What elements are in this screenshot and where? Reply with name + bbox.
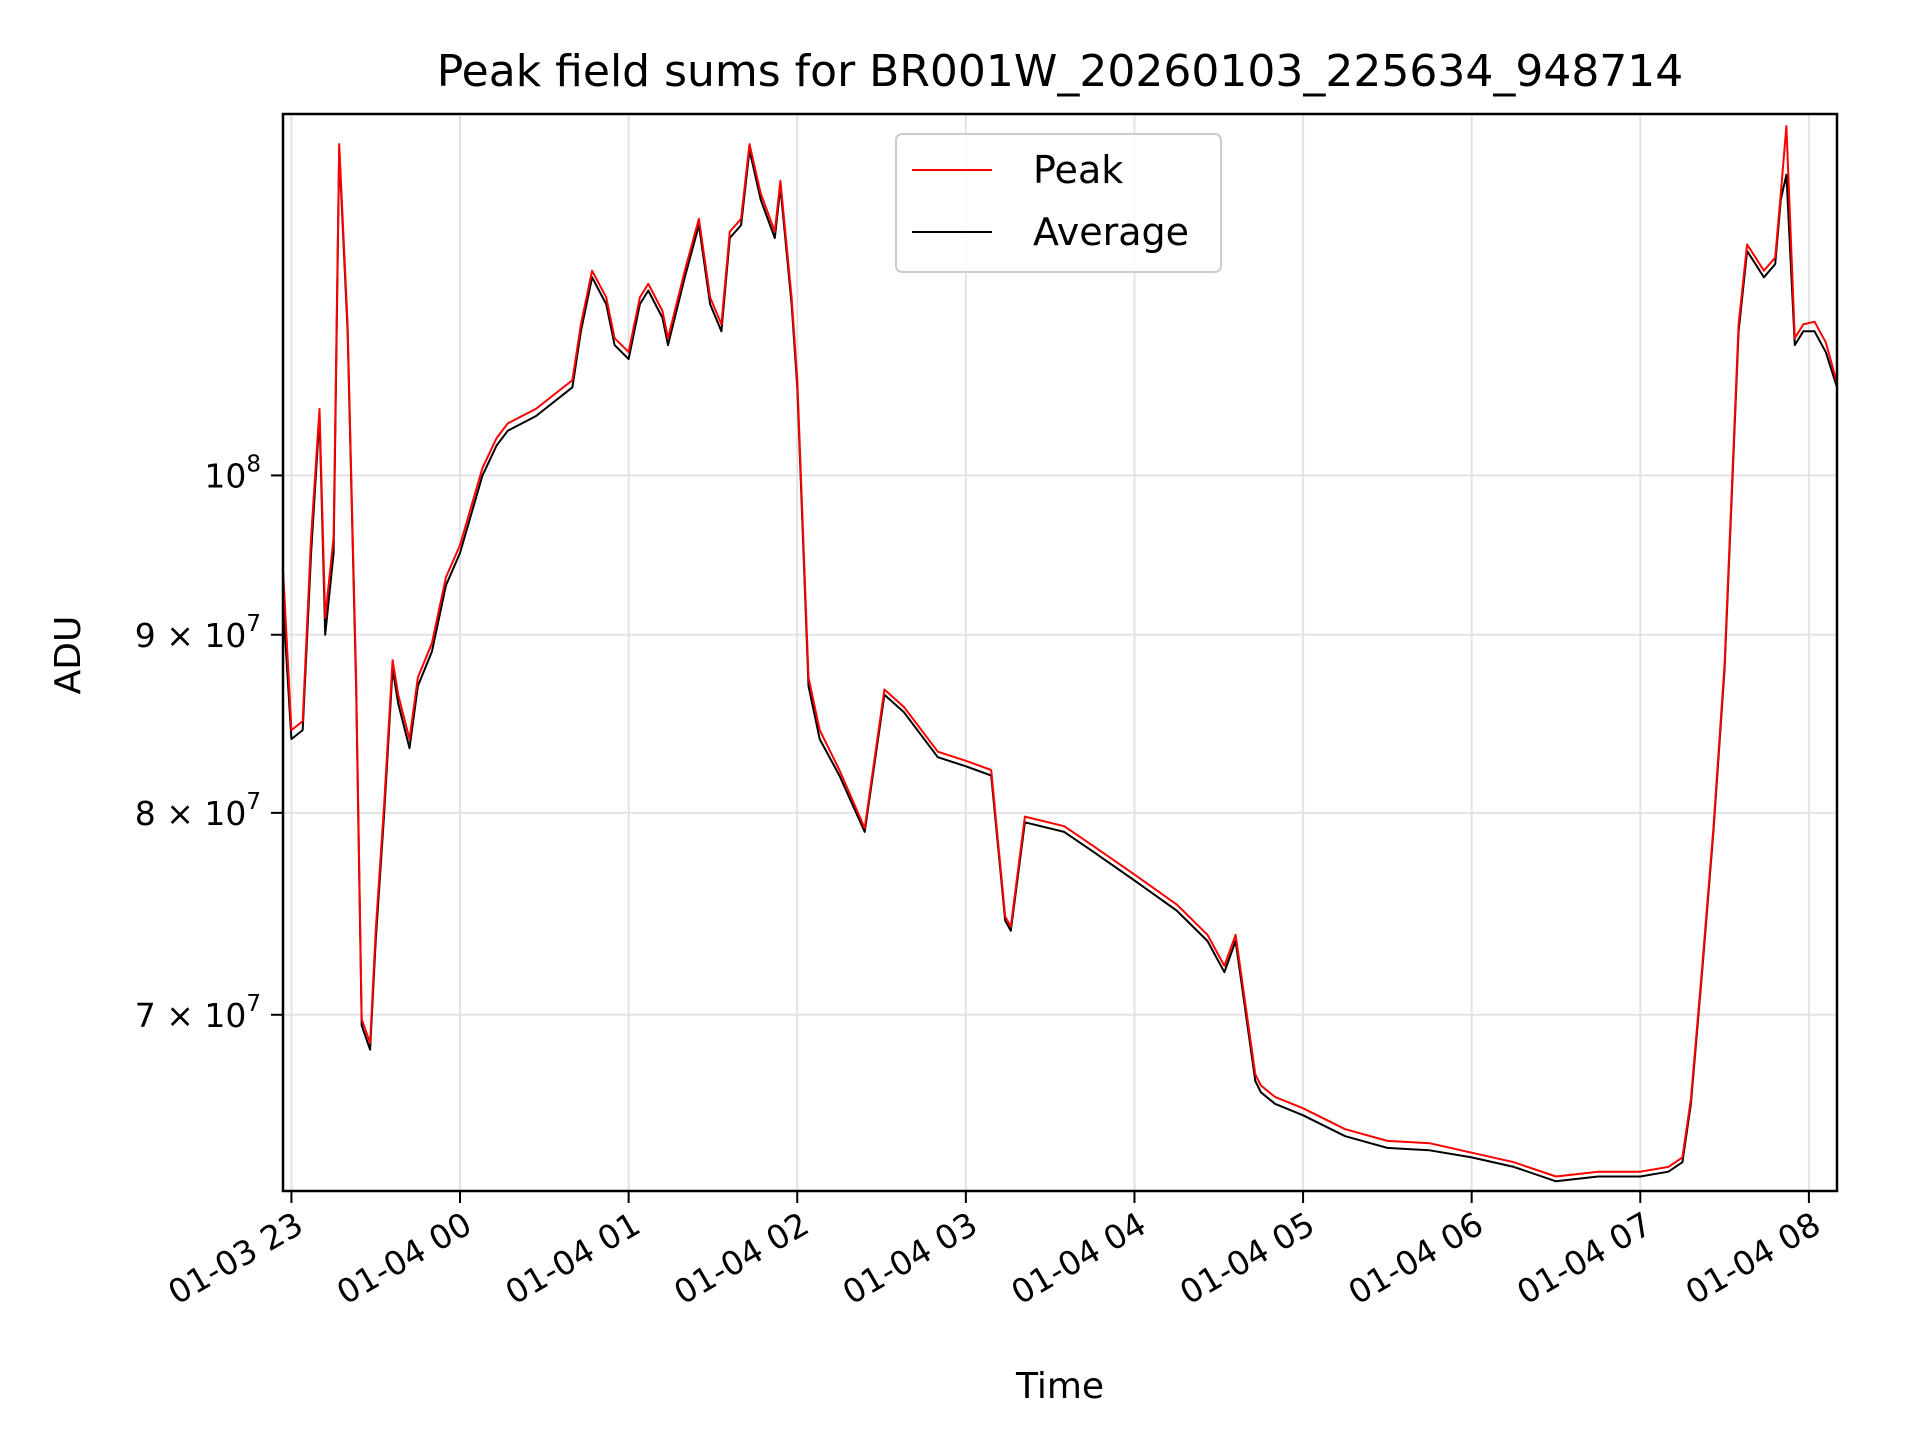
x-tick-label: 01-04 05: [1173, 1204, 1321, 1312]
series-line-peak: [283, 125, 1837, 1178]
y-tick-label: 9 × 107: [135, 611, 261, 655]
x-tick-label: 01-04 06: [1342, 1204, 1490, 1312]
x-tick-label: 01-04 04: [1004, 1204, 1152, 1312]
x-tick-label: 01-04 03: [836, 1204, 984, 1312]
x-tick-label: 01-03 23: [161, 1204, 309, 1312]
x-tick-label: 01-04 08: [1679, 1204, 1827, 1312]
legend: Peak Average: [895, 133, 1222, 273]
chart-title: Peak field sums for BR001W_20260103_2256…: [437, 46, 1684, 97]
x-tick-label: 01-04 02: [667, 1204, 815, 1312]
legend-label-peak: Peak: [1033, 148, 1123, 192]
x-axis: 01-03 23 01-04 00 01-04 01 01-04 02 01-04 03…: [161, 1191, 1827, 1312]
legend-label-average: Average: [1033, 210, 1189, 254]
y-tick-label: 8 × 107: [135, 789, 261, 833]
x-tick-label: 01-04 07: [1510, 1204, 1658, 1312]
y-axis: 7 × 107 8 × 107 9 × 107 108: [135, 451, 283, 1035]
y-tick-label: 108: [204, 451, 261, 495]
plot-area: [283, 125, 1837, 1183]
y-axis-label: ADU: [48, 616, 89, 695]
series-line-average: [283, 149, 1837, 1183]
x-axis-label: Time: [1015, 1366, 1104, 1407]
x-tick-label: 01-04 01: [499, 1204, 647, 1312]
legend-box: [895, 133, 1222, 273]
y-tick-label: 7 × 107: [135, 991, 261, 1035]
plot-frame: [281, 112, 1839, 1193]
grid-layer: [283, 114, 1837, 1191]
x-tick-label: 01-04 00: [330, 1204, 478, 1312]
